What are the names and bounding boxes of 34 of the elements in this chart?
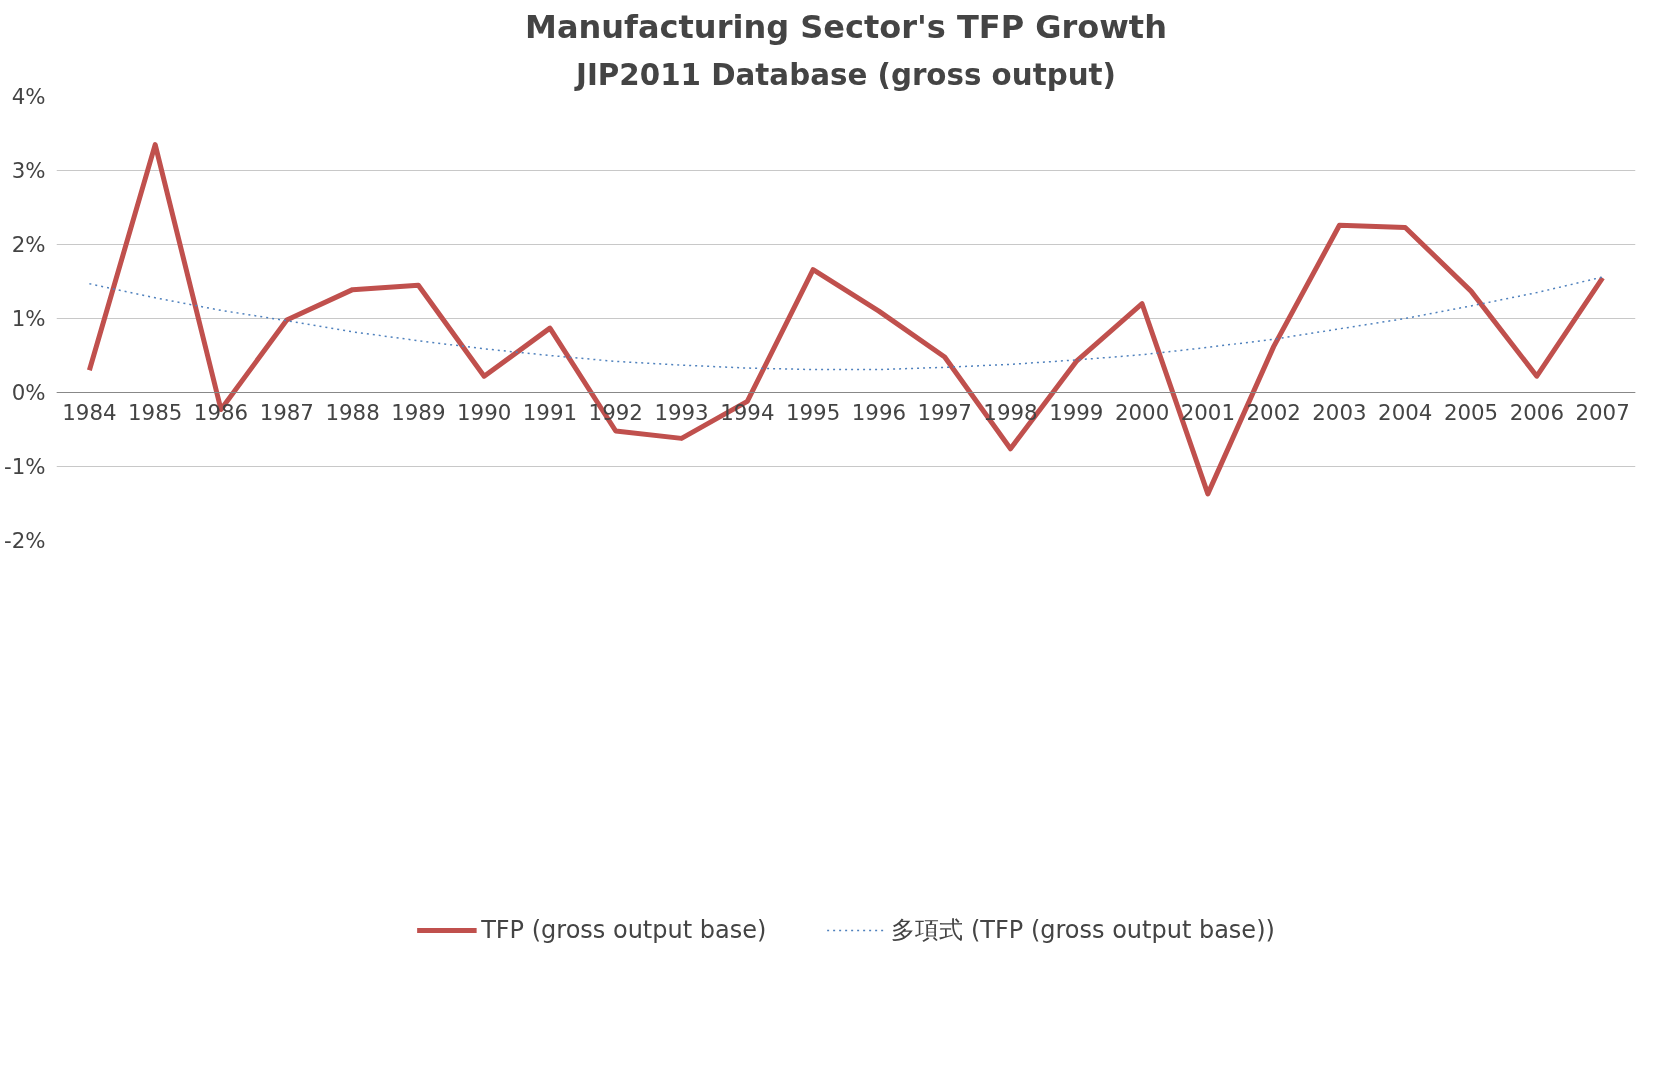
x-tick-label: 1997 — [917, 399, 972, 425]
x-tick-label: 1989 — [391, 399, 446, 425]
x-tick-label: 2004 — [1378, 399, 1433, 425]
legend-label: TFP (gross output base) — [481, 915, 767, 944]
x-tick-label: 2007 — [1575, 399, 1630, 425]
y-tick-label: 1% — [11, 306, 46, 331]
x-tick-label: 1995 — [785, 399, 841, 425]
x-tick-label: 1999 — [1049, 399, 1104, 425]
x-tick-label: 1993 — [654, 399, 709, 425]
x-tick-label: 2002 — [1246, 399, 1301, 425]
x-tick-label: 2003 — [1312, 399, 1367, 425]
y-tick-label: 4% — [11, 84, 46, 109]
line-series — [88, 276, 1604, 371]
x-tick-label: 2001 — [1180, 399, 1235, 425]
x-tick-label: 1984 — [62, 399, 117, 425]
x-tick-label: 2000 — [1114, 399, 1170, 425]
x-tick-label: 1986 — [193, 399, 249, 425]
x-tick-label: 2006 — [1509, 399, 1564, 425]
y-tick-label: -2% — [3, 528, 46, 553]
x-tick-label: 1987 — [259, 399, 314, 425]
x-tick-label: 1988 — [325, 399, 380, 425]
x-tick-label: 1985 — [128, 399, 183, 425]
x-tick-label: 1998 — [983, 399, 1038, 425]
y-tick-label: 2% — [11, 232, 46, 257]
y-tick-label: -1% — [3, 454, 46, 479]
x-tick-label: 2005 — [1443, 399, 1499, 425]
y-tick-label: 3% — [11, 158, 46, 183]
x-tick-label: 1996 — [851, 399, 907, 425]
x-tick-label: 1991 — [522, 399, 578, 425]
y-tick-label: 0% — [11, 380, 46, 405]
x-tick-label: 1990 — [457, 399, 512, 425]
chart-subtitle: JIP2011 Database (gross output) — [574, 57, 1116, 92]
legend-label: 多項式 (TFP (gross output base)) — [891, 914, 1275, 946]
chart-title: Manufacturing Sector's TFP Growth — [525, 7, 1167, 46]
